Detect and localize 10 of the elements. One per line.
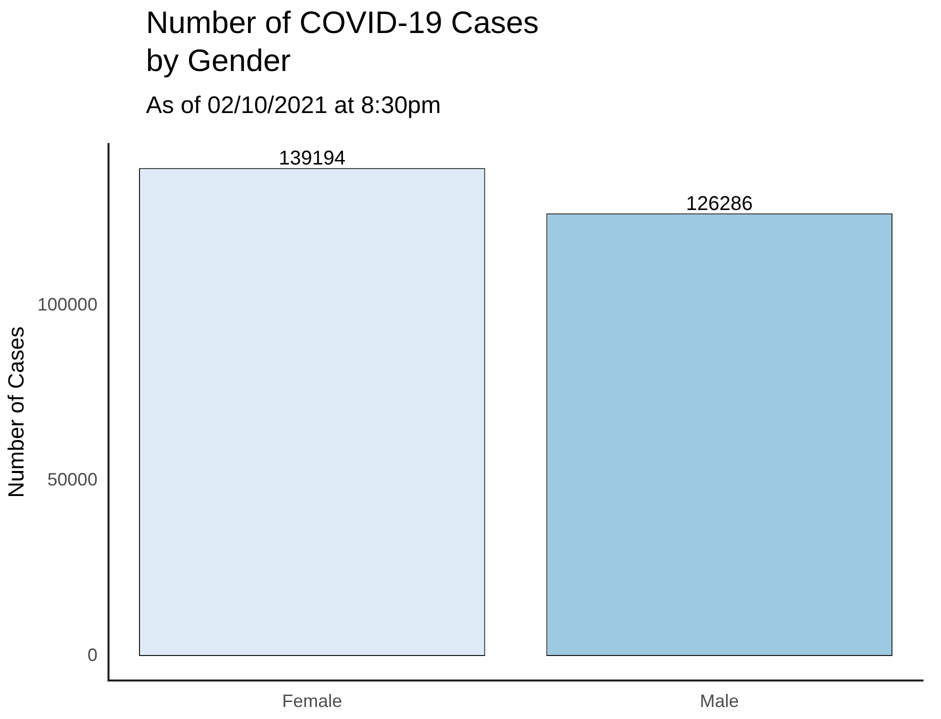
x-tick-label: Female — [282, 691, 342, 712]
y-tick-label: 0 — [87, 644, 98, 665]
y-tick-label: 50000 — [47, 470, 98, 490]
y-tick-label: 100000 — [37, 294, 98, 315]
data-label: 139194 — [278, 148, 346, 170]
x-tick-label: Male — [700, 691, 739, 712]
chart-title: Number of COVID-19 Cases by Gender — [146, 4, 540, 80]
chart-subtitle: As of 02/10/2021 at 8:30pm — [146, 92, 441, 120]
y-axis-title: Number of Cases — [3, 326, 28, 498]
data-label: 126286 — [686, 192, 753, 215]
